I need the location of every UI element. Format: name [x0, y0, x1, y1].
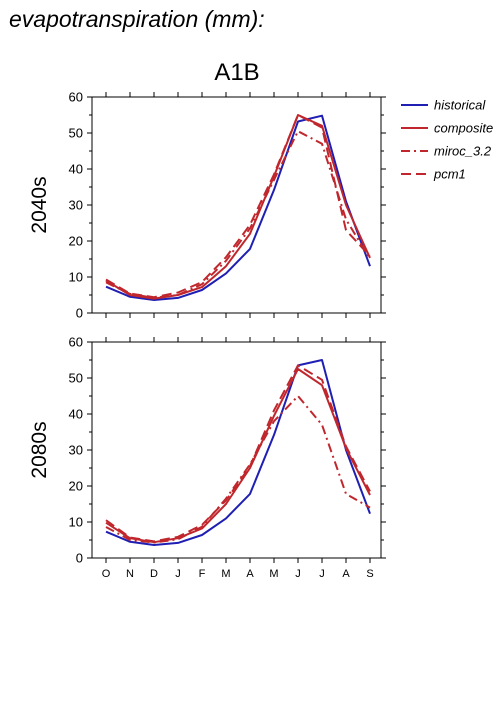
series-line-composite: [105, 114, 371, 300]
x-tick-label: J: [295, 568, 301, 580]
y-tick-label: 0: [76, 551, 83, 566]
y-tick-label: 10: [69, 270, 83, 285]
series-line-pcm1: [105, 364, 371, 543]
plot-frame: [91, 96, 382, 314]
y-tick-label: 40: [69, 407, 83, 422]
series-line-pcm1: [105, 114, 371, 299]
y-tick-label: 0: [76, 306, 83, 321]
x-tick-label: A: [246, 568, 254, 580]
x-tick-label: O: [102, 568, 111, 580]
x-tick-label: J: [319, 568, 325, 580]
series-line-historical: [105, 359, 371, 546]
series-line-historical: [105, 114, 371, 301]
y-tick-label: 30: [69, 198, 83, 213]
x-tick-label: A: [342, 568, 350, 580]
y-tick-label: 50: [69, 371, 83, 386]
period-label: 2080s: [28, 421, 51, 478]
panel-2040s: 0 10 20 30 40 50 60 2040s: [28, 90, 386, 321]
period-label: 2040s: [28, 176, 51, 233]
legend-label: historical: [434, 98, 486, 113]
y-tick-label: 10: [69, 515, 83, 530]
x-tick-label: F: [199, 568, 206, 580]
y-tick-label: 20: [69, 234, 83, 249]
legend-label: pcm1: [433, 167, 466, 182]
x-tick-label: M: [221, 568, 230, 580]
figure-title: evapotranspiration (mm):: [9, 6, 265, 32]
x-tick-label: J: [175, 568, 181, 580]
series-line-miroc-3-2: [105, 395, 371, 544]
y-tick-label: 40: [69, 162, 83, 177]
legend-label: miroc_3.2: [434, 144, 492, 159]
legend: historical composite miroc_3.2 pcm1: [401, 98, 493, 182]
scenario-title: A1B: [214, 59, 259, 86]
panel-2080s: 0 10 20 30 40 50 60 O N D J F M A M J J A S 2080s: [28, 335, 386, 580]
x-tick-label: D: [150, 568, 158, 580]
y-tick-label: 60: [69, 90, 83, 105]
y-tick-label: 60: [69, 335, 83, 350]
legend-label: composite: [434, 121, 493, 136]
y-tick-label: 50: [69, 126, 83, 141]
y-tick-label: 20: [69, 479, 83, 494]
x-tick-label: N: [126, 568, 134, 580]
x-tick-label: S: [366, 568, 373, 580]
x-tick-label: M: [269, 568, 278, 580]
plot-frame: [91, 341, 382, 559]
y-tick-label: 30: [69, 443, 83, 458]
